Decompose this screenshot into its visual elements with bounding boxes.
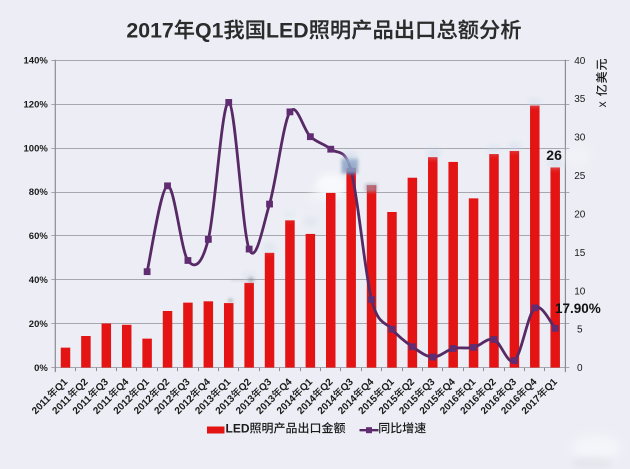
svg-text:20: 20 [574,210,586,221]
svg-text:100%: 100% [24,143,49,154]
svg-text:80%: 80% [29,187,49,198]
svg-text:0: 0 [577,363,583,374]
svg-text:15: 15 [574,248,586,259]
svg-text:x: x [595,101,609,107]
svg-text:0%: 0% [34,363,48,374]
svg-text:10: 10 [574,286,586,297]
svg-text:Q1: Q1 [195,19,224,43]
svg-text:35: 35 [574,94,586,105]
svg-text:40: 40 [574,56,586,67]
svg-text:20%: 20% [29,319,49,330]
svg-text:17.90%: 17.90% [555,301,601,316]
svg-text:25: 25 [574,171,586,182]
svg-text:26: 26 [546,147,562,163]
svg-text:LED: LED [266,19,309,43]
svg-text:2017: 2017 [126,19,173,43]
svg-text:40%: 40% [29,275,49,286]
svg-text:LED: LED [226,421,250,435]
svg-text:30: 30 [574,133,586,144]
svg-text:60%: 60% [29,231,49,242]
svg-text:140%: 140% [24,56,49,67]
svg-text:5: 5 [577,325,583,336]
svg-text:120%: 120% [24,99,49,110]
